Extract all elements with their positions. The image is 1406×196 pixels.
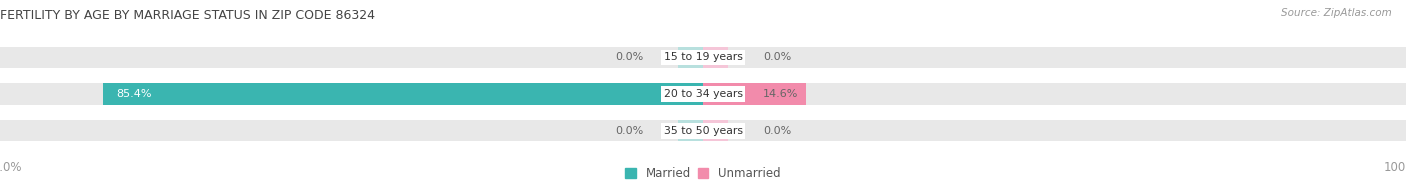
Bar xyxy=(0,120,1406,142)
Bar xyxy=(678,120,703,142)
Text: 0.0%: 0.0% xyxy=(762,52,792,62)
Text: Source: ZipAtlas.com: Source: ZipAtlas.com xyxy=(1281,8,1392,18)
Text: 0.0%: 0.0% xyxy=(614,126,644,136)
Text: FERTILITY BY AGE BY MARRIAGE STATUS IN ZIP CODE 86324: FERTILITY BY AGE BY MARRIAGE STATUS IN Z… xyxy=(0,9,375,22)
Bar xyxy=(703,83,806,105)
Legend: Married, Unmarried: Married, Unmarried xyxy=(620,162,786,185)
Bar xyxy=(703,120,728,142)
Text: 14.6%: 14.6% xyxy=(762,89,799,99)
Bar xyxy=(678,47,703,68)
Text: 20 to 34 years: 20 to 34 years xyxy=(664,89,742,99)
Bar xyxy=(0,47,1406,68)
Bar xyxy=(103,83,703,105)
Bar xyxy=(703,47,728,68)
Text: 35 to 50 years: 35 to 50 years xyxy=(664,126,742,136)
Bar xyxy=(0,83,1406,105)
Text: 0.0%: 0.0% xyxy=(614,52,644,62)
Text: 15 to 19 years: 15 to 19 years xyxy=(664,52,742,62)
Text: 0.0%: 0.0% xyxy=(762,126,792,136)
Text: 85.4%: 85.4% xyxy=(117,89,152,99)
